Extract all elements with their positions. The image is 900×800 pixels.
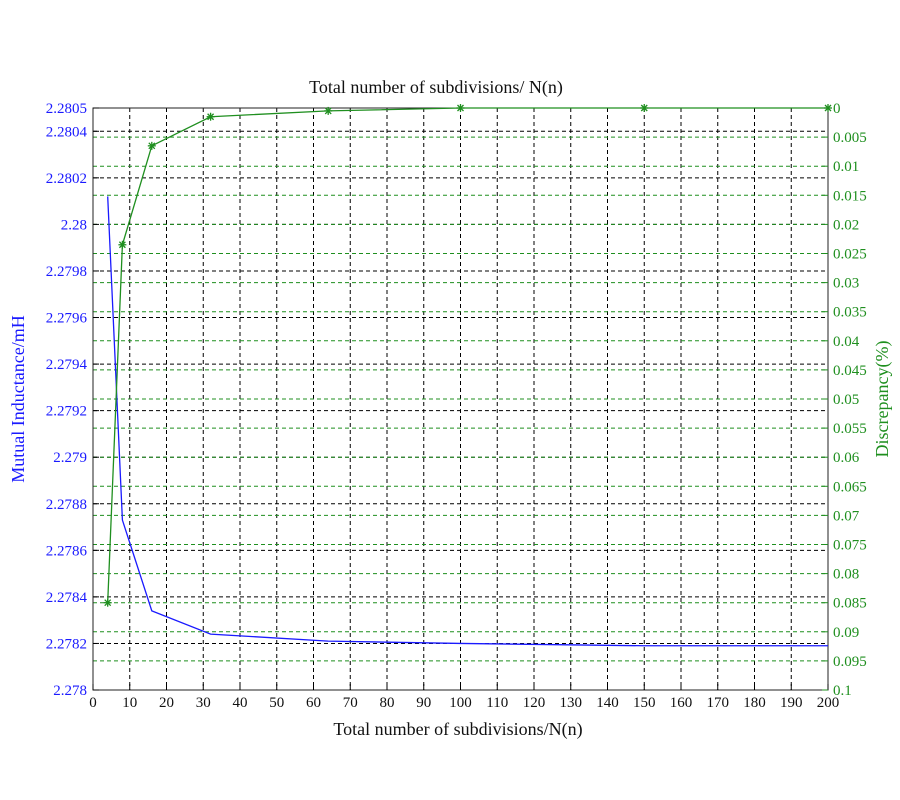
grid: [93, 108, 828, 690]
right-y-tick-label: 0.08: [833, 567, 859, 583]
x-tick-label: 170: [707, 695, 730, 711]
x-tick-label: 40: [233, 695, 248, 711]
right-y-tick-label: 0.02: [833, 217, 859, 233]
x-tick-label: 0: [89, 695, 97, 711]
x-tick-label: 10: [122, 695, 137, 711]
left-y-tick-label: 2.278: [53, 683, 87, 699]
axes: 0 10 20 30 40 50 60 70 80 90 100 110 120 130 140 150 160…: [46, 101, 867, 711]
right-y-tick-label: 0.075: [833, 538, 867, 554]
x-tick-label: 140: [596, 695, 619, 711]
x-tick-label: 120: [523, 695, 546, 711]
x-tick-label: 70: [343, 695, 358, 711]
x-tick-label: 130: [560, 695, 583, 711]
right-y-tick-label: 0.01: [833, 159, 859, 175]
left-y-tick-label: 2.2788: [46, 497, 87, 513]
right-y-tick-label: 0.055: [833, 421, 867, 437]
right-y-tick-label: 0.05: [833, 392, 859, 408]
right-y-tick-label: 0.095: [833, 654, 867, 670]
right-y-tick-label: 0.025: [833, 247, 867, 263]
right-y-tick-label: 0.085: [833, 596, 867, 612]
discrepancy-point: [640, 104, 649, 112]
left-y-tick-label: 2.2802: [46, 171, 87, 187]
right-y-tick-label: 0.1: [833, 683, 852, 699]
discrepancy-point: [118, 240, 127, 249]
x-tick-label: 60: [306, 695, 321, 711]
left-y-tick-label: 2.2804: [46, 124, 88, 140]
x-tick-label: 200: [817, 695, 840, 711]
left-y-axis-label: Mutual Inductance/mH: [8, 315, 28, 482]
left-y-tick-label: 2.2792: [46, 404, 87, 420]
x-tick-label: 50: [269, 695, 284, 711]
series: [103, 104, 832, 647]
right-y-tick-label: 0.015: [833, 188, 867, 204]
left-y-tick-label: 2.279: [53, 450, 87, 466]
left-y-tick-label: 2.2782: [46, 636, 87, 652]
right-y-tick-label: 0.04: [833, 334, 860, 350]
x-axis-label: Total number of subdivisions/N(n): [333, 719, 582, 740]
x-tick-label: 30: [196, 695, 211, 711]
x-tick-label: 160: [670, 695, 693, 711]
right-y-axis-label: Discrepancy(%): [872, 341, 893, 458]
x-tick-label: 90: [416, 695, 431, 711]
left-y-tick-label: 2.28: [61, 217, 87, 233]
right-y-tick-label: 0.035: [833, 305, 867, 321]
x-tick-label: 180: [743, 695, 766, 711]
right-y-tick-label: 0.07: [833, 508, 860, 524]
discrepancy-point: [206, 112, 215, 121]
left-y-tick-label: 2.2798: [46, 264, 87, 280]
right-y-tick-label: 0.005: [833, 130, 867, 146]
left-y-tick-label: 2.2796: [46, 311, 88, 327]
right-y-tick-label: 0.065: [833, 479, 867, 495]
right-y-tick-label: 0.03: [833, 276, 859, 292]
chart-title: Total number of subdivisions/ N(n): [309, 77, 563, 98]
discrepancy-point: [324, 106, 333, 115]
right-y-tick-label: 0: [833, 101, 841, 117]
right-y-tick-label: 0.045: [833, 363, 867, 379]
x-tick-label: 190: [780, 695, 803, 711]
x-tick-label: 80: [380, 695, 395, 711]
left-y-tick-label: 2.2784: [46, 590, 88, 606]
x-tick-label: 110: [486, 695, 508, 711]
left-y-tick-label: 2.2794: [46, 357, 88, 373]
discrepancy-point: [147, 141, 156, 150]
x-tick-label: 150: [633, 695, 656, 711]
left-y-tick-label: 2.2786: [46, 543, 88, 559]
left-y-tick-label: 2.2805: [46, 101, 87, 117]
right-y-tick-label: 0.06: [833, 450, 860, 466]
discrepancy-point: [456, 104, 465, 112]
discrepancy-point: [824, 104, 832, 112]
discrepancy-point: [103, 598, 112, 607]
x-tick-label: 100: [449, 695, 472, 711]
right-y-tick-label: 0.09: [833, 625, 859, 641]
x-tick-label: 20: [159, 695, 174, 711]
mutual-inductance-series-line: [107, 196, 828, 647]
discrepancy-series-line: [107, 107, 828, 603]
